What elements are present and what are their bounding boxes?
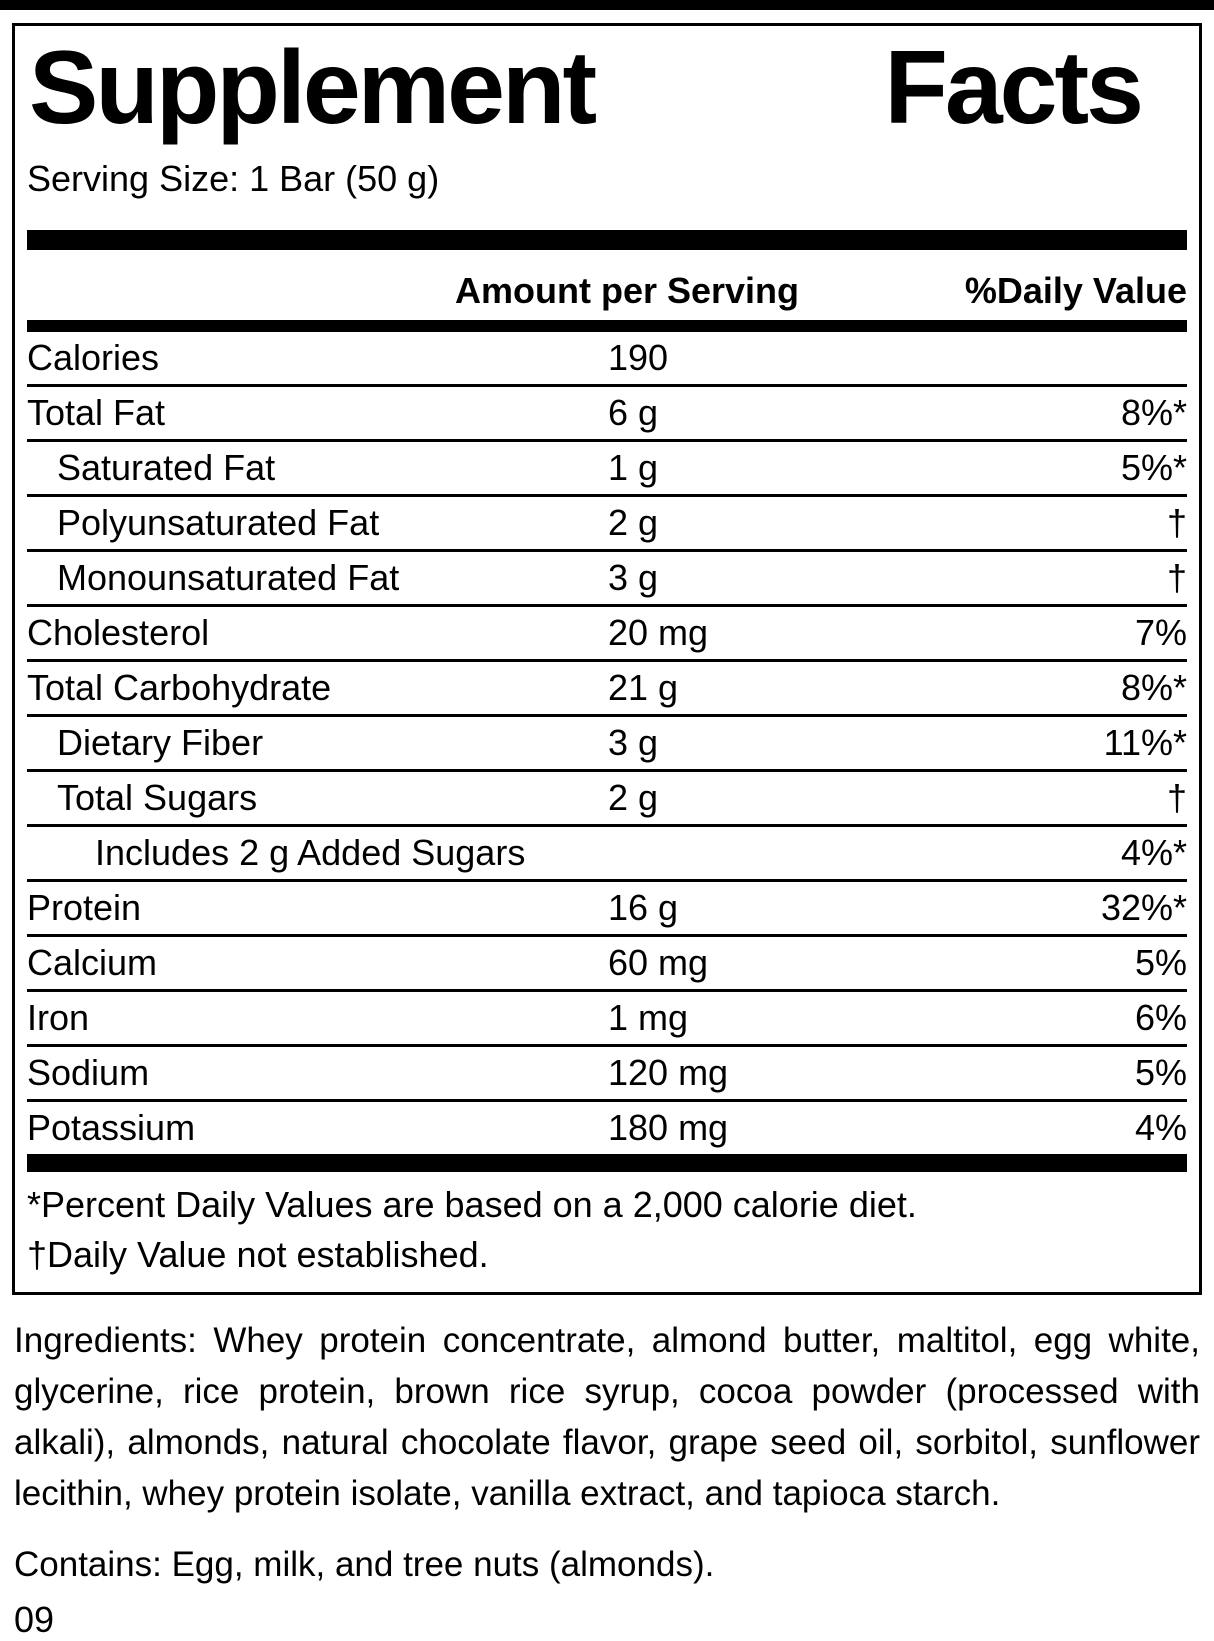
amount-value: 190 [608, 337, 669, 379]
amount-value: 6 g [608, 392, 659, 434]
ingredients-text: Ingredients: Whey protein concentrate, a… [14, 1321, 1200, 1514]
nutrient-name: Calories [27, 337, 160, 379]
amount-value: 2 g [608, 502, 659, 544]
nutrient-name: Protein [27, 887, 142, 929]
top-black-strip [0, 0, 1214, 10]
daily-value: 7% [1134, 612, 1187, 654]
row-monounsaturated-fat: Monounsaturated Fat 3 g † [27, 549, 1187, 604]
contains-text: Contains: Egg, milk, and tree nuts (almo… [14, 1545, 715, 1585]
nutrient-name: Cholesterol [27, 612, 210, 654]
nutrient-name: Total Fat [27, 392, 166, 434]
daily-value: 6% [1134, 997, 1187, 1039]
footnotes: *Percent Daily Values are based on a 2,0… [27, 1172, 1187, 1284]
panel-title: Supplement Facts [27, 32, 1187, 142]
amount-value: 60 mg [608, 942, 709, 984]
nutrient-name: Sodium [27, 1052, 150, 1094]
amount-value: 16 g [608, 887, 679, 929]
row-total-carbohydrate: Total Carbohydrate 21 g 8%* [27, 659, 1187, 714]
amount-value: 120 mg [608, 1052, 729, 1094]
row-added-sugars: Includes 2 g Added Sugars 4%* [27, 824, 1187, 879]
page-code: 09 [14, 1599, 55, 1641]
row-iron: Iron 1 mg 6% [27, 989, 1187, 1044]
row-protein: Protein 16 g 32%* [27, 879, 1187, 934]
nutrient-table: Calories 190 Total Fat 6 g 8%* Saturated… [27, 332, 1187, 1154]
row-sodium: Sodium 120 mg 5% [27, 1044, 1187, 1099]
row-calories: Calories 190 [27, 332, 1187, 384]
nutrient-name: Monounsaturated Fat [57, 557, 400, 599]
daily-value: 11%* [1103, 722, 1187, 764]
row-polyunsaturated-fat: Polyunsaturated Fat 2 g † [27, 494, 1187, 549]
nutrient-name: Total Carbohydrate [27, 667, 332, 709]
daily-value: 4% [1134, 1107, 1187, 1149]
daily-value: 5% [1134, 1052, 1187, 1094]
column-headers: Amount per Serving %Daily Value [27, 250, 1187, 320]
daily-value: 32%* [1100, 887, 1187, 929]
serving-size: Serving Size: 1 Bar (50 g) [27, 158, 440, 200]
amount-value: 21 g [608, 667, 679, 709]
nutrient-name: Dietary Fiber [57, 722, 264, 764]
daily-value: † [1166, 502, 1187, 544]
daily-value: † [1166, 777, 1187, 819]
daily-value: 8%* [1120, 667, 1187, 709]
divider-thick-bottom [27, 1154, 1187, 1173]
amount-value: 2 g [608, 777, 659, 819]
column-header-amount: Amount per Serving [455, 270, 800, 312]
amount-value: 180 mg [608, 1107, 729, 1149]
daily-value: 8%* [1120, 392, 1187, 434]
amount-value: 1 g [608, 447, 659, 489]
row-saturated-fat: Saturated Fat 1 g 5%* [27, 439, 1187, 494]
footnote-daily-value-not-established: †Daily Value not established. [27, 1234, 489, 1276]
amount-value: 3 g [608, 722, 659, 764]
daily-value: 5%* [1120, 447, 1187, 489]
divider-thick-top [27, 230, 1187, 251]
row-total-sugars: Total Sugars 2 g † [27, 769, 1187, 824]
amount-value: 20 mg [608, 612, 709, 654]
row-cholesterol: Cholesterol 20 mg 7% [27, 604, 1187, 659]
row-calcium: Calcium 60 mg 5% [27, 934, 1187, 989]
nutrient-name: Calcium [27, 942, 158, 984]
nutrient-name: Polyunsaturated Fat [57, 502, 380, 544]
daily-value: 4%* [1120, 832, 1187, 874]
daily-value: † [1166, 557, 1187, 599]
nutrient-name: Potassium [27, 1107, 196, 1149]
nutrient-name: Total Sugars [57, 777, 258, 819]
divider-medium [27, 320, 1187, 333]
nutrient-name: Includes 2 g Added Sugars [95, 832, 526, 874]
row-dietary-fiber: Dietary Fiber 3 g 11%* [27, 714, 1187, 769]
supplement-facts-panel: Supplement Facts Serving Size: 1 Bar (50… [12, 23, 1202, 1296]
footnote-percent-daily-value: *Percent Daily Values are based on a 2,0… [27, 1184, 917, 1226]
row-potassium: Potassium 180 mg 4% [27, 1099, 1187, 1154]
amount-value: 1 mg [608, 997, 689, 1039]
column-header-daily-value: %Daily Value [964, 270, 1187, 312]
nutrient-name: Saturated Fat [57, 447, 276, 489]
title-word-facts: Facts [884, 30, 1144, 146]
nutrient-name: Iron [27, 997, 90, 1039]
row-total-fat: Total Fat 6 g 8%* [27, 384, 1187, 439]
daily-value: 5% [1134, 942, 1187, 984]
amount-value: 3 g [608, 557, 659, 599]
title-word-supplement: Supplement [29, 30, 597, 146]
